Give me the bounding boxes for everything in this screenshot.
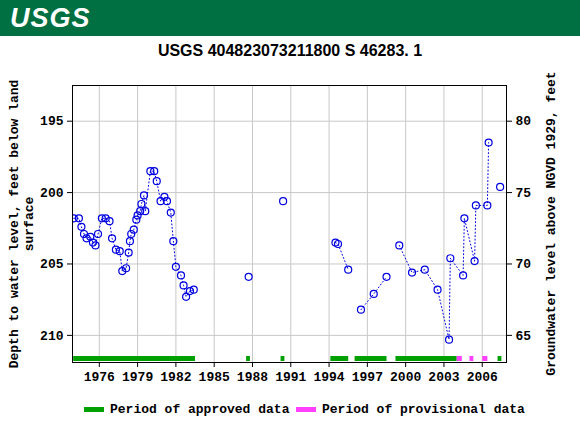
svg-text:195: 195 (40, 114, 64, 129)
svg-text:205: 205 (40, 257, 64, 272)
svg-text:75: 75 (516, 186, 532, 201)
svg-text:1979: 1979 (122, 370, 153, 385)
html-text:Period of provisional data: Period of provisional data (322, 402, 525, 417)
html-text:Depth to water level, feet bel: Depth to water level, feet below land su… (7, 79, 37, 368)
svg-text:1988: 1988 (237, 370, 268, 385)
svg-text:1997: 1997 (352, 370, 383, 385)
svg-text:210: 210 (40, 329, 64, 344)
svg-text:1985: 1985 (199, 370, 230, 385)
html-text:Period of approved data: Period of approved data (110, 402, 290, 417)
svg-text:2003: 2003 (428, 370, 459, 385)
svg-text:80: 80 (516, 114, 532, 129)
svg-text:65: 65 (516, 329, 532, 344)
svg-text:2000: 2000 (390, 370, 421, 385)
svg-text:70: 70 (516, 257, 532, 272)
html-text:USGS: USGS (10, 3, 91, 33)
svg-text:200: 200 (40, 186, 64, 201)
svg-text:1994: 1994 (313, 370, 344, 385)
svg-text:1976: 1976 (84, 370, 115, 385)
html-text:USGS 404823073211800 S 46283.: USGS 404823073211800 S 46283. 1 (157, 42, 423, 59)
svg-text:1991: 1991 (275, 370, 306, 385)
svg-text:2006: 2006 (467, 370, 498, 385)
svg-text:1982: 1982 (160, 370, 191, 385)
html-text:Groundwater level above NGVD 1: Groundwater level above NGVD 1929, feet (543, 70, 559, 376)
